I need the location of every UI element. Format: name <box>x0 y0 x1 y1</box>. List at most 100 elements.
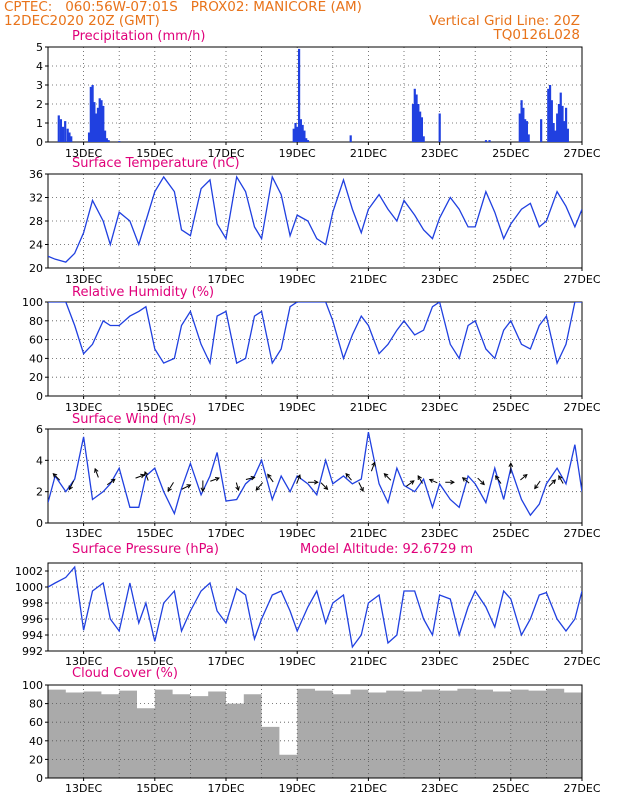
precip-bar <box>564 107 568 142</box>
precip-bar <box>413 88 416 142</box>
wind-arrow <box>370 462 376 472</box>
wind-arrow-head <box>267 473 272 479</box>
x-tick-label: 15DEC <box>136 655 173 668</box>
x-tick-label: 19DEC <box>279 401 316 414</box>
x-tick-label: 27DEC <box>563 147 600 160</box>
wind-arrow-head <box>409 480 415 485</box>
x-tick-label: 19DEC <box>279 655 316 668</box>
precip-bar <box>522 107 525 142</box>
y-tick-label: 0 <box>36 517 43 530</box>
y-tick-label: 1000 <box>15 581 43 594</box>
wind-arrow <box>558 475 564 484</box>
wind-arrow <box>320 482 328 490</box>
precip-bar <box>66 128 69 142</box>
y-tick-label: 0 <box>36 136 43 149</box>
panel-frame <box>47 301 583 397</box>
x-tick-label: 27DEC <box>563 782 600 795</box>
wind-arrow <box>406 480 415 487</box>
x-tick-label: 25DEC <box>492 527 529 540</box>
header-line1: CPTEC: 060:56W-07:01S PROX02: MANICORE (… <box>4 0 362 15</box>
panel-title: Surface Wind (m/s) <box>72 412 196 427</box>
panel-frame <box>47 46 583 143</box>
wind-arrow-head <box>68 485 73 491</box>
panel-frame <box>47 684 583 779</box>
wind-arrow-head <box>214 476 220 482</box>
header-date: 12DEC2020 20Z (GMT) <box>4 13 160 29</box>
y-tick-label: 20 <box>29 262 43 275</box>
precip-bar <box>518 113 521 142</box>
x-tick-label: 23DEC <box>421 527 458 540</box>
x-tick-label: 17DEC <box>207 147 244 160</box>
precip-bar <box>415 94 418 142</box>
precip-bar <box>61 126 65 142</box>
wind-arrow-head <box>508 462 514 467</box>
x-tick-label: 15DEC <box>136 401 173 414</box>
wind-arrow-head <box>110 478 116 484</box>
x-tick-label: 13DEC <box>65 273 102 286</box>
wind-arrow-head <box>167 487 172 492</box>
x-tick-label: 17DEC <box>207 401 244 414</box>
y-tick-label: 32 <box>29 192 43 205</box>
precip-bar <box>520 100 523 142</box>
wind-arrow <box>477 477 485 485</box>
y-tick-label: 4 <box>36 60 43 73</box>
x-tick-label: 19DEC <box>279 527 316 540</box>
x-tick-label: 17DEC <box>207 527 244 540</box>
precip-bar <box>305 138 308 142</box>
y-tick-label: 0 <box>36 772 43 785</box>
precip-bar <box>102 105 105 142</box>
precip-bar <box>527 134 530 142</box>
panel-title: Cloud Cover (%) <box>72 666 178 681</box>
wind-arrow <box>106 478 116 486</box>
wind-arrow <box>167 482 174 492</box>
wind-arrow-head <box>461 477 467 482</box>
precip-bar <box>87 132 91 142</box>
wind-arrow-head <box>143 470 149 476</box>
x-tick-label: 23DEC <box>421 401 458 414</box>
precip-bar <box>525 121 529 142</box>
precip-bar <box>566 128 569 142</box>
y-tick-label: 40 <box>29 735 43 748</box>
panel-title: Precipitation (mm/h) <box>72 29 205 44</box>
x-tick-label: 23DEC <box>421 782 458 795</box>
wind-arrow <box>235 482 239 491</box>
x-tick-label: 15DEC <box>136 527 173 540</box>
x-tick-label: 27DEC <box>563 273 600 286</box>
precip-bar <box>64 121 67 142</box>
y-tick-label: 4 <box>36 454 43 467</box>
wind-arrow-head <box>428 478 434 484</box>
x-tick-label: 25DEC <box>492 273 529 286</box>
cloud-cover-area <box>48 688 582 778</box>
y-tick-label: 996 <box>22 613 43 626</box>
precip-bar <box>484 140 488 142</box>
x-tick-label: 13DEC <box>65 527 102 540</box>
y-tick-label: 3 <box>36 79 43 92</box>
precip-bar <box>550 100 553 142</box>
y-tick-label: 992 <box>22 645 43 658</box>
y-tick-label: 100 <box>22 679 43 692</box>
panel-title: Surface Temperature (nC) <box>72 156 240 171</box>
precip-bar <box>420 117 423 142</box>
x-tick-label: 15DEC <box>136 147 173 160</box>
wind-arrow-head <box>52 472 58 478</box>
wind-arrow <box>144 471 149 481</box>
y-tick-label: 6 <box>36 423 43 436</box>
precip-bar <box>561 105 564 142</box>
header-grid-line: Vertical Grid Line: 20Z <box>429 13 580 29</box>
wind-arrow <box>210 477 220 482</box>
wind-arrow-head <box>200 487 206 493</box>
x-tick-label: 27DEC <box>563 401 600 414</box>
header-model-id: TQ0126L028 <box>493 27 580 43</box>
precip-bar <box>294 123 297 142</box>
precip-bar <box>91 85 94 142</box>
precip-bar <box>118 141 121 142</box>
x-tick-label: 21DEC <box>350 782 387 795</box>
x-tick-label: 21DEC <box>350 147 387 160</box>
y-tick-label: 0 <box>36 390 43 403</box>
panel-title: Relative Humidity (%) <box>72 285 214 300</box>
wind-arrow-head <box>522 473 528 479</box>
wind-arrow-head <box>371 461 376 467</box>
wind-arrow-head <box>359 487 364 492</box>
precip-bar <box>70 136 73 142</box>
